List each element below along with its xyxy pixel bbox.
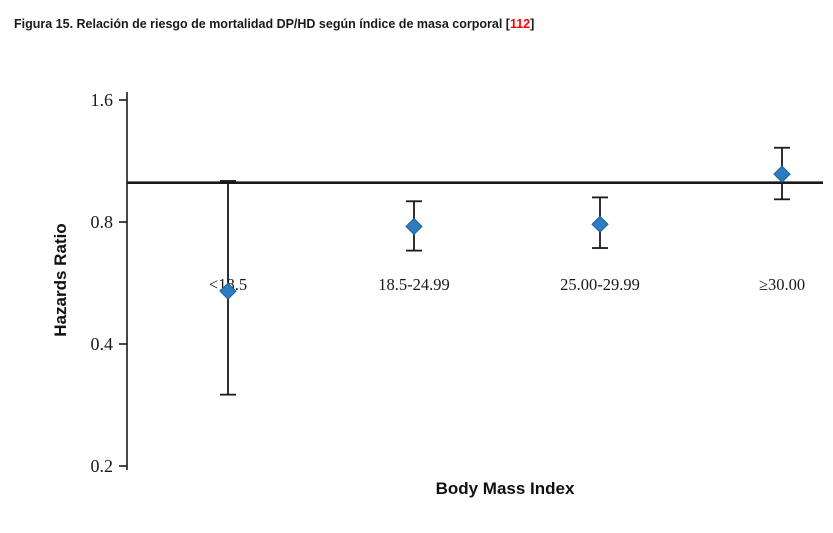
y-tick-label: 0.4 [91,334,114,354]
data-point-diamond [773,165,791,183]
data-point-diamond [219,282,237,300]
caption-text: Figura 15. Relación de riesgo de mortali… [14,17,506,31]
category-label: 18.5-24.99 [378,275,450,294]
category-label: 25.00-29.99 [560,275,640,294]
y-tick-label: 0.2 [91,456,114,476]
category-label: ≥30.00 [759,275,805,294]
caption-citation: 112 [509,17,531,31]
data-point-diamond [591,215,609,233]
figure-caption: Figura 15. Relación de riesgo de mortali… [14,17,534,31]
caption-bracket-open: [ [505,17,510,31]
data-point-diamond [405,217,423,236]
x-axis-title: Body Mass Index [436,479,575,498]
y-axis-title: Hazards Ratio [51,223,70,336]
caption-bracket-close: ] [530,17,535,31]
y-tick-label: 0.8 [91,212,114,232]
y-tick-label: 1.6 [91,90,114,110]
